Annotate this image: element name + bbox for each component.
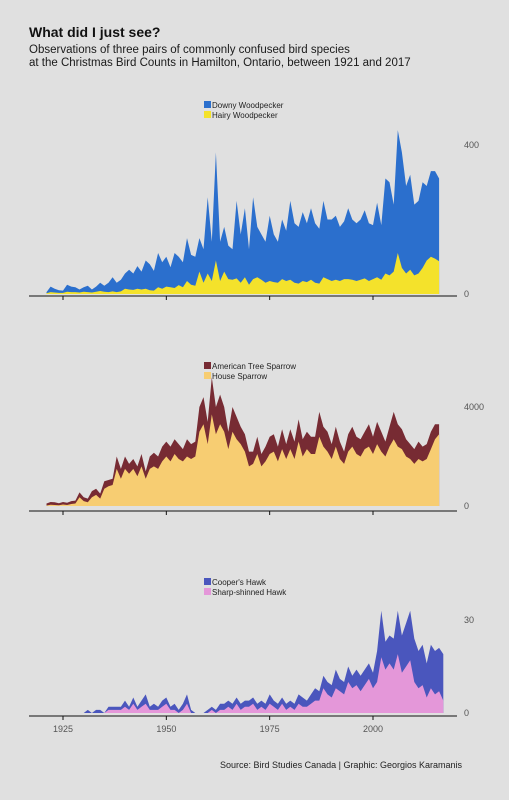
woodpecker-legend-label-1: Hairy Woodpecker xyxy=(212,111,278,120)
woodpecker-y-tick-label-0: 0 xyxy=(464,289,469,299)
hawk-x-tick-label-1950: 1950 xyxy=(156,724,176,734)
hawk-y-tick-label-30: 30 xyxy=(464,615,474,625)
woodpecker-legend-label-0: Downy Woodpecker xyxy=(212,101,284,110)
sparrow-series-house-sparrow-area xyxy=(46,414,440,506)
woodpecker-series-downy-woodpecker-area xyxy=(46,130,440,294)
sparrow-legend-swatch-0 xyxy=(204,362,211,369)
woodpecker-y-tick-label-400: 400 xyxy=(464,140,479,150)
hawk-x-tick-label-2000: 2000 xyxy=(363,724,383,734)
woodpecker-legend-swatch-0 xyxy=(204,101,211,108)
hawk-legend-swatch-1 xyxy=(204,588,211,595)
subtitle-line-1: Observations of three pairs of commonly … xyxy=(29,44,350,56)
sparrow-y-tick-label-0: 0 xyxy=(464,501,469,511)
hawk-y-tick-label-0: 0 xyxy=(464,708,469,718)
hawk-legend-label-0: Cooper's Hawk xyxy=(212,578,267,587)
hawk-legend-label-1: Sharp-shinned Hawk xyxy=(212,588,287,597)
chart-subtitle: Observations of three pairs of commonly … xyxy=(29,44,489,70)
hawk-series-sharp-shinned-hawk-area xyxy=(83,654,444,713)
sparrow-y-tick-label-4000: 4000 xyxy=(464,402,484,412)
sparrow-legend-label-1: House Sparrow xyxy=(212,372,267,381)
sparrow-legend-label-0: American Tree Sparrow xyxy=(212,362,296,371)
sparrow-legend-swatch-1 xyxy=(204,372,211,379)
hawk-x-tick-label-1925: 1925 xyxy=(53,724,73,734)
woodpecker-legend-swatch-1 xyxy=(204,111,211,118)
woodpecker-series-hairy-woodpecker-area xyxy=(46,253,440,294)
hawk-legend-swatch-0 xyxy=(204,578,211,585)
hawk-x-tick-label-1975: 1975 xyxy=(260,724,280,734)
subtitle-line-2: at the Christmas Bird Counts in Hamilton… xyxy=(29,57,411,69)
source-caption: Source: Bird Studies Canada | Graphic: G… xyxy=(220,760,462,770)
chart-title: What did I just see? xyxy=(29,24,161,40)
